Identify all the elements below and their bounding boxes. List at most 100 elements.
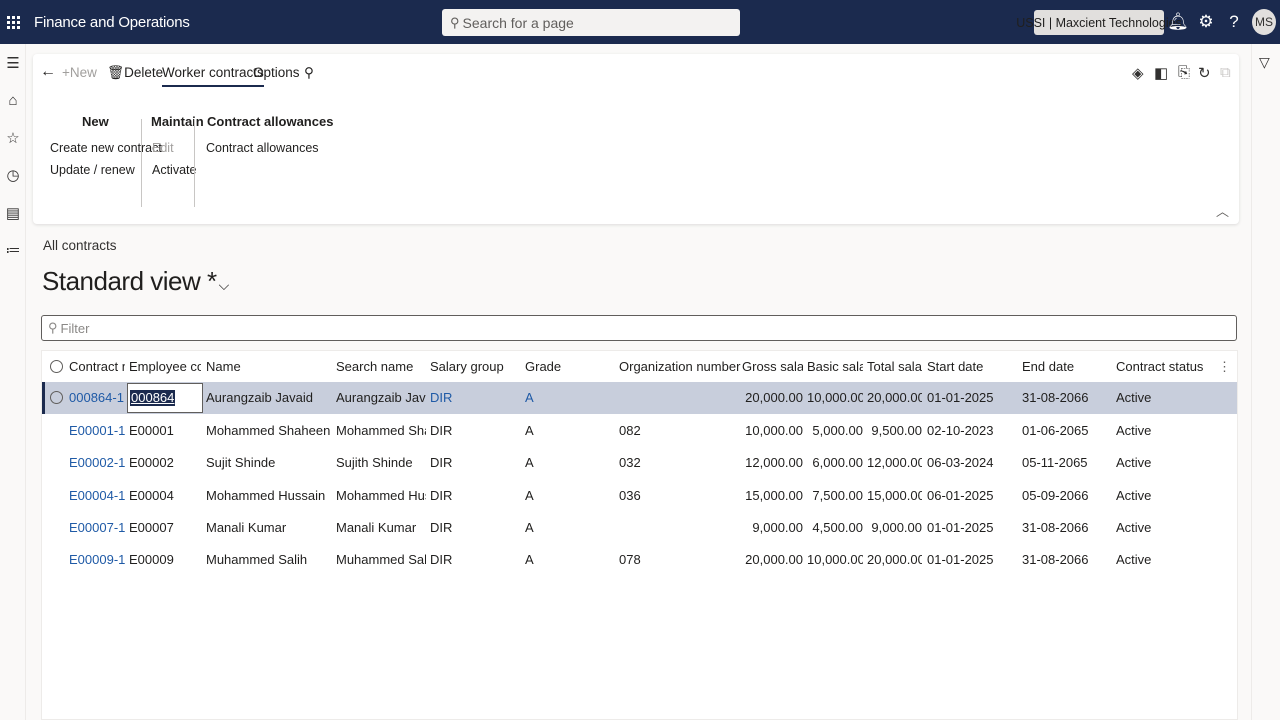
column-header-organization-number[interactable]: Organization number xyxy=(619,359,741,374)
breadcrumb: All contracts xyxy=(43,238,117,253)
hamburger-menu-icon[interactable]: ☰ xyxy=(6,55,20,72)
avatar[interactable]: MS xyxy=(1252,9,1276,35)
table-row[interactable]: E00001-1 E00001 Mohammed Shaheen Mohamme… xyxy=(42,415,1237,447)
search-box[interactable]: ⚲ Search for a page xyxy=(442,9,740,36)
contract-allowances-button[interactable]: Contract allowances xyxy=(206,141,319,155)
action-pane: ← +New 🗑︎Delete Worker contracts Options… xyxy=(33,54,1239,224)
cell-name: Muhammed Salih xyxy=(206,552,308,567)
back-arrow-icon[interactable]: ← xyxy=(40,63,56,80)
table-row[interactable]: E00009-1 E00009 Muhammed Salih Muhammed … xyxy=(42,544,1237,576)
filter-funnel-icon[interactable]: ▽ xyxy=(1259,54,1270,70)
cell-grade: A xyxy=(525,455,534,470)
create-new-contract-button[interactable]: Create new contract xyxy=(50,141,162,155)
table-row[interactable]: 000864-1 000864 Aurangzaib Javaid Aurang… xyxy=(42,382,1237,414)
help-icon[interactable]: ? xyxy=(1229,12,1239,31)
delete-button[interactable]: 🗑︎Delete xyxy=(107,65,164,80)
right-rail: ▽ xyxy=(1251,44,1280,720)
app-launcher-icon[interactable] xyxy=(0,0,26,44)
cell-start-date: 01-01-2025 xyxy=(927,520,994,535)
divider xyxy=(141,119,142,207)
refresh-icon[interactable]: ↻ xyxy=(1198,65,1211,82)
page-title: Standard view * xyxy=(42,266,217,296)
power-apps-icon[interactable]: ◈ xyxy=(1132,65,1144,82)
more-options-icon[interactable]: ⋮ xyxy=(1218,359,1231,374)
cell-start-date: 01-01-2025 xyxy=(927,552,994,567)
cell-end-date: 31-08-2066 xyxy=(1022,552,1089,567)
cell-organization-number: 082 xyxy=(619,423,641,438)
contract-number-link[interactable]: E00009-1 xyxy=(69,552,125,567)
cell-employee-code: E00004 xyxy=(129,488,174,503)
modules-list-icon[interactable]: ≔ xyxy=(5,242,21,259)
filter-input[interactable]: ⚲ Filter xyxy=(41,315,1237,341)
cell-name: Sujit Shinde xyxy=(206,455,276,470)
contracts-grid: Contract n... Employee code Name Search … xyxy=(41,350,1238,720)
cell-start-date: 01-01-2025 xyxy=(927,390,994,405)
view-selector[interactable]: Standard view * ⌵ xyxy=(42,266,229,297)
cell-contract-status: Active xyxy=(1116,520,1152,535)
group-title-maintain: Maintain xyxy=(151,114,204,129)
tab-worker-contracts[interactable]: Worker contracts xyxy=(162,65,264,87)
tab-options[interactable]: Options xyxy=(253,65,300,80)
cell-employee-code: E00002 xyxy=(129,455,174,470)
open-new-window-icon[interactable]: ⧉ xyxy=(1220,64,1231,81)
bell-icon[interactable]: 🔔︎ xyxy=(1167,12,1189,31)
contract-number-link[interactable]: E00002-1 xyxy=(69,455,125,470)
contract-number-link[interactable]: E00001-1 xyxy=(69,423,125,438)
left-navigation: ☰ ⌂ ☆ ◷ ▤ ≔ xyxy=(0,44,26,720)
row-select-radio[interactable] xyxy=(50,391,63,404)
new-button[interactable]: +New xyxy=(62,65,97,80)
column-header-end-date[interactable]: End date xyxy=(1022,359,1075,374)
cell-salary-group: DIR xyxy=(430,423,453,438)
cell-end-date: 05-11-2065 xyxy=(1022,455,1088,470)
cell-organization-number xyxy=(619,512,739,544)
app-title[interactable]: Finance and Operations xyxy=(34,13,190,31)
attachments-icon[interactable]: ⎘ xyxy=(1178,64,1191,81)
select-all-radio[interactable] xyxy=(50,360,63,373)
update-renew-button[interactable]: Update / renew xyxy=(50,163,135,177)
cell-name: Aurangzaib Javaid xyxy=(206,390,313,405)
cell-contract-status: Active xyxy=(1116,552,1152,567)
contract-number-link[interactable]: E00004-1 xyxy=(69,488,125,503)
cell-search-name: Sujith Shinde xyxy=(336,455,413,470)
edit-button[interactable]: Edit xyxy=(152,141,174,155)
cell-grade: A xyxy=(525,552,534,567)
search-action-icon[interactable]: ⚲ xyxy=(304,65,314,80)
column-header-basic-salary[interactable]: Basic salary xyxy=(807,359,863,374)
column-header-grade[interactable]: Grade xyxy=(525,359,562,374)
column-header-employee-code[interactable]: Employee code xyxy=(129,359,201,374)
column-header-gross-salary[interactable]: Gross salary xyxy=(742,359,803,374)
column-header-contract-status[interactable]: Contract status xyxy=(1116,359,1204,374)
contract-number-link[interactable]: 000864-1 xyxy=(69,390,124,405)
cell-end-date: 05-09-2066 xyxy=(1022,488,1089,503)
contract-number-link[interactable]: E00007-1 xyxy=(69,520,125,535)
office-icon[interactable]: ◧ xyxy=(1154,65,1169,82)
search-icon: ⚲ xyxy=(450,14,460,30)
column-header-search-name[interactable]: Search name xyxy=(336,359,414,374)
workspaces-icon[interactable]: ▤ xyxy=(5,205,21,222)
cell-gross-salary: 20,000.00 xyxy=(745,552,803,567)
cell-grade: A xyxy=(525,488,534,503)
cell-basic-salary: 4,500.00 xyxy=(812,520,863,535)
cell-organization-number: 032 xyxy=(619,455,641,470)
cell-total-salary: 9,500.00 xyxy=(871,423,922,438)
activate-button[interactable]: Activate xyxy=(152,163,197,177)
home-icon[interactable]: ⌂ xyxy=(8,92,18,109)
cell-total-salary: 20,000.00 xyxy=(867,390,922,405)
favorites-star-icon[interactable]: ☆ xyxy=(6,130,20,147)
table-row[interactable]: E00002-1 E00002 Sujit Shinde Sujith Shin… xyxy=(42,447,1237,479)
gear-icon[interactable]: ⚙ xyxy=(1198,12,1214,31)
column-header-contract[interactable]: Contract n... xyxy=(69,359,125,374)
column-header-name[interactable]: Name xyxy=(206,359,241,374)
salary-group-link[interactable]: DIR xyxy=(430,390,453,405)
table-row[interactable]: E00007-1 E00007 Manali Kumar Manali Kuma… xyxy=(42,512,1237,544)
recent-clock-icon[interactable]: ◷ xyxy=(6,167,20,184)
column-header-salary-group[interactable]: Salary group xyxy=(430,359,504,374)
column-header-total-salary[interactable]: Total salary xyxy=(867,359,922,374)
cell-search-name: Muhammed Salih xyxy=(336,552,426,567)
column-header-start-date[interactable]: Start date xyxy=(927,359,984,374)
collapse-chevron-up-icon[interactable]: ︿ xyxy=(1215,204,1229,219)
grade-link[interactable]: A xyxy=(525,390,534,405)
employee-code-input[interactable]: 000864 xyxy=(127,383,203,413)
table-row[interactable]: E00004-1 E00004 Mohammed Hussain Mohamme… xyxy=(42,480,1237,512)
company-picker[interactable]: USSI | Maxcient Technologies xyxy=(1016,10,1182,35)
